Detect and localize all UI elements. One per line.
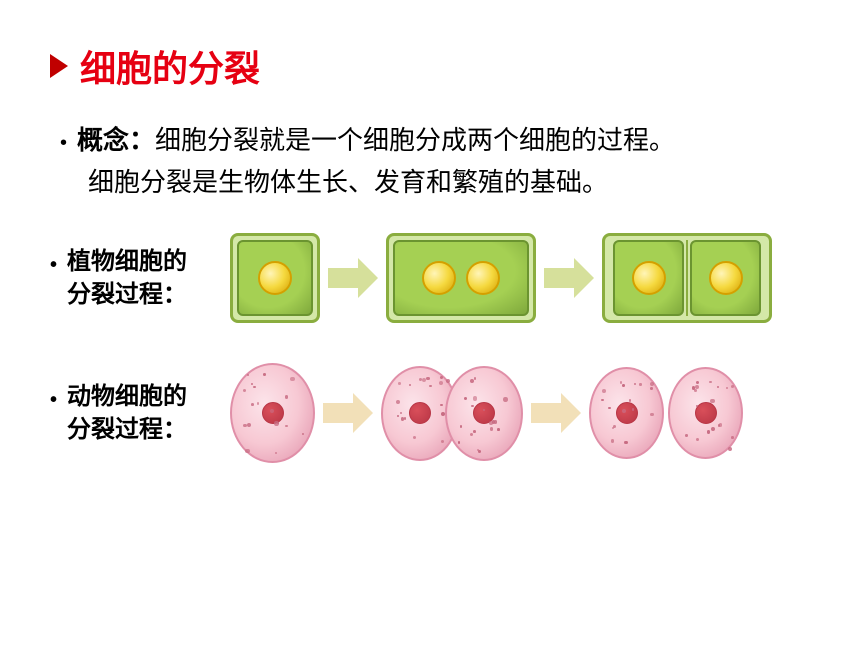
animal-process-label: • 动物细胞的 分裂过程： — [50, 380, 230, 447]
plant-diagram — [230, 233, 810, 323]
animal-cell-stage — [381, 366, 523, 461]
concept-line-2: 细胞分裂是生物体生长、发育和繁殖的基础。 — [60, 162, 810, 204]
animal-label-line1: 动物细胞的 — [67, 383, 187, 410]
animal-cell — [445, 366, 523, 461]
arrow-icon — [531, 393, 581, 433]
plant-cell — [230, 233, 320, 323]
bullet-icon: • — [50, 386, 57, 414]
plant-nucleus — [709, 261, 743, 295]
animal-process-row: • 动物细胞的 分裂过程： — [50, 363, 810, 463]
arrow-icon — [544, 258, 594, 298]
concept-text-2: 细胞分裂是生物体生长、发育和繁殖的基础。 — [88, 162, 608, 204]
arrow-icon — [323, 393, 373, 433]
plant-nucleus — [258, 261, 292, 295]
plant-nucleus — [422, 261, 456, 295]
plant-nucleus — [466, 261, 500, 295]
animal-cell — [668, 367, 743, 459]
plant-process-label: • 植物细胞的 分裂过程： — [50, 245, 230, 312]
plant-process-row: • 植物细胞的 分裂过程： — [50, 233, 810, 323]
plant-cell — [386, 233, 536, 323]
plant-label-line1: 植物细胞的 — [67, 248, 187, 275]
animal-nucleus — [262, 402, 284, 424]
animal-cell-stage — [230, 363, 315, 463]
bullet-icon: • — [50, 251, 57, 279]
page-title: 细胞的分裂 — [80, 40, 260, 92]
concept-block: • 概念：细胞分裂就是一个细胞分成两个细胞的过程。 细胞分裂是生物体生长、发育和… — [50, 120, 810, 203]
concept-text-1: 细胞分裂就是一个细胞分成两个细胞的过程。 — [155, 125, 675, 155]
plant-label-line2: 分裂过程： — [67, 281, 187, 308]
animal-label-line2: 分裂过程： — [67, 416, 187, 443]
chevron-icon — [50, 54, 68, 78]
arrow-icon — [328, 258, 378, 298]
title-row: 细胞的分裂 — [50, 40, 810, 92]
concept-label: 概念： — [77, 125, 155, 155]
concept-line-1: • 概念：细胞分裂就是一个细胞分成两个细胞的过程。 — [60, 120, 810, 162]
animal-diagram — [230, 363, 810, 463]
bullet-icon: • — [60, 127, 67, 159]
plant-nucleus — [632, 261, 666, 295]
animal-cell-stage — [589, 367, 743, 459]
plant-cell — [602, 233, 772, 323]
animal-cell — [230, 363, 315, 463]
animal-nucleus — [409, 402, 431, 424]
animal-nucleus — [616, 402, 638, 424]
animal-cell — [589, 367, 664, 459]
